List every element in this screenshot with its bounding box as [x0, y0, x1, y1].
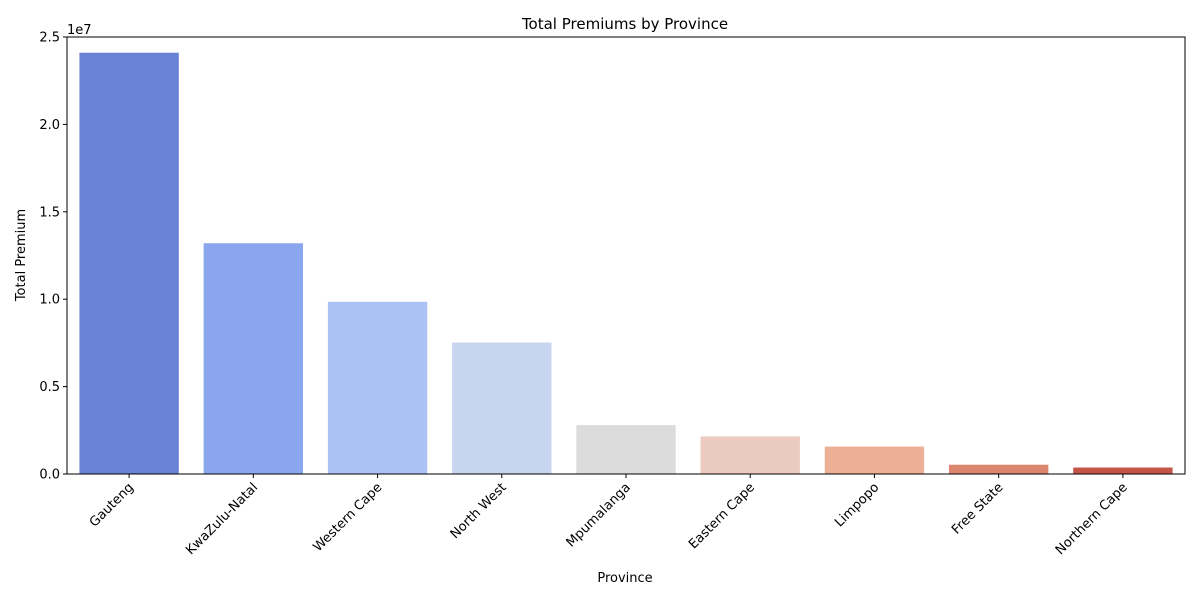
- y-tick-label: 2.5: [39, 31, 60, 46]
- x-tick-label: Northern Cape: [1053, 480, 1131, 558]
- bar-western-cape: [327, 301, 428, 474]
- x-tick-label: Free State: [949, 480, 1006, 537]
- x-tick-label: Western Cape: [311, 480, 386, 555]
- bar-eastern-cape: [700, 436, 800, 474]
- x-tick-label: Gauteng: [87, 480, 137, 530]
- plot-frame: [66, 36, 1186, 475]
- bar-limpopo: [824, 446, 925, 474]
- y-tick-label: 0.0: [39, 468, 60, 483]
- x-tick-label: Limpopo: [832, 480, 882, 530]
- bar-kwazulu-natal: [203, 243, 304, 474]
- y-axis-ticks: 0.0 0.5 1.0 1.5 2.0 2.5: [39, 31, 67, 483]
- x-tick-label: Mpumalanga: [564, 480, 634, 550]
- bar-gauteng: [79, 52, 179, 475]
- bar-free-state: [948, 464, 1049, 474]
- x-tick-label: North West: [448, 480, 510, 542]
- y-tick-label: 1.5: [39, 205, 60, 220]
- y-axis-label: Total Premium: [14, 209, 29, 302]
- bar-northern-cape: [1073, 467, 1173, 474]
- y-offset-label: 1e7: [67, 23, 92, 38]
- x-axis-label: Province: [597, 571, 652, 586]
- x-tick-label: KwaZulu-Natal: [183, 480, 261, 558]
- bars-group: [79, 52, 1173, 475]
- x-tick-label: Eastern Cape: [686, 480, 758, 552]
- chart-title: Total Premiums by Province: [521, 15, 728, 33]
- x-axis-ticks: Gauteng KwaZulu-Natal Western Cape North We…: [87, 474, 1131, 558]
- bar-north-west: [452, 342, 552, 474]
- y-tick-label: 0.5: [39, 380, 60, 395]
- y-tick-label: 1.0: [39, 293, 60, 308]
- y-tick-label: 2.0: [39, 118, 60, 133]
- bar-mpumalanga: [576, 425, 676, 474]
